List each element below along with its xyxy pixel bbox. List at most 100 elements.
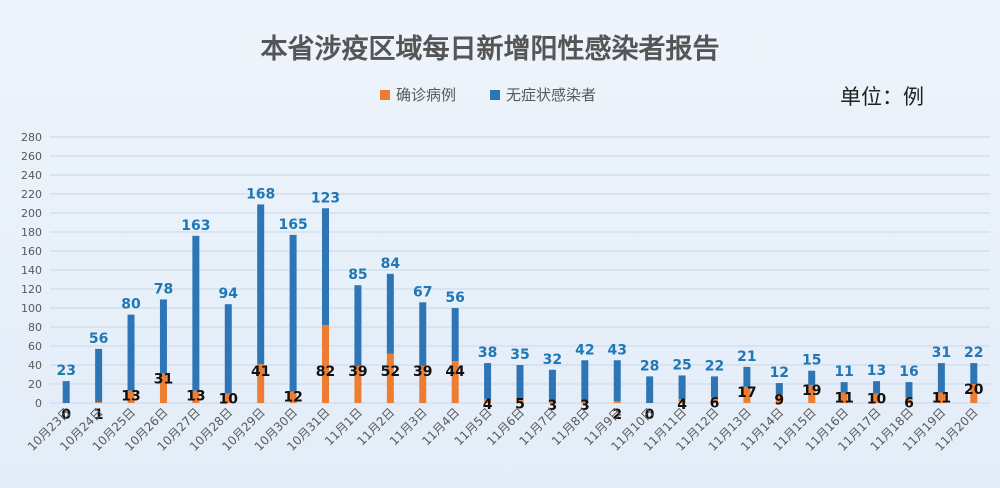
y-tick-label: 40 xyxy=(28,359,42,372)
data-label-asymptomatic: 123 xyxy=(311,190,340,206)
bar-asymptomatic xyxy=(775,383,783,395)
bar-confirmed xyxy=(224,393,232,403)
data-label-asymptomatic: 85 xyxy=(348,267,367,283)
bar-asymptomatic xyxy=(224,304,232,394)
bar-asymptomatic xyxy=(127,314,135,391)
data-label-asymptomatic: 168 xyxy=(246,186,275,202)
data-label-asymptomatic: 165 xyxy=(278,217,307,233)
bar-asymptomatic xyxy=(257,204,265,365)
bar-asymptomatic xyxy=(386,273,394,354)
unit-label: 单位：例 xyxy=(840,85,924,109)
bar-confirmed xyxy=(516,398,524,403)
data-label-confirmed: 82 xyxy=(316,364,335,380)
chart-title: 本省涉疫区域每日新增阳性感染者报告 xyxy=(261,33,720,65)
data-label-asymptomatic: 23 xyxy=(56,363,75,379)
y-tick-label: 180 xyxy=(21,226,42,239)
data-label-asymptomatic: 67 xyxy=(413,284,432,300)
bar-asymptomatic xyxy=(289,234,297,392)
x-axis-ticks: 10月23日10月24日10月25日10月26日10月27日10月28日10月2… xyxy=(25,405,981,453)
data-label-confirmed: 6 xyxy=(904,395,914,411)
legend: 确诊病例 无症状感染者 xyxy=(380,86,596,104)
bar-confirmed xyxy=(95,402,103,403)
bar-confirmed xyxy=(840,392,848,403)
bar-confirmed xyxy=(127,390,135,403)
bar-confirmed xyxy=(873,393,881,403)
bar-confirmed xyxy=(192,390,200,403)
data-label-confirmed: 3 xyxy=(580,398,590,414)
bar-asymptomatic xyxy=(419,302,427,366)
data-label-confirmed: 17 xyxy=(737,385,756,401)
data-label-asymptomatic: 84 xyxy=(381,256,401,272)
data-label-asymptomatic: 56 xyxy=(89,331,108,347)
bar-asymptomatic xyxy=(95,348,103,403)
bar-asymptomatic xyxy=(678,375,686,400)
y-tick-label: 260 xyxy=(21,150,42,163)
y-tick-label: 60 xyxy=(28,340,42,353)
bar-asymptomatic xyxy=(710,376,718,398)
bar-asymptomatic xyxy=(840,382,848,393)
bar-confirmed xyxy=(257,364,265,403)
bar-asymptomatic xyxy=(484,363,492,400)
bar-asymptomatic xyxy=(970,363,978,384)
data-label-confirmed: 20 xyxy=(964,382,984,398)
bar-confirmed xyxy=(548,400,556,403)
data-label-asymptomatic: 31 xyxy=(932,345,951,361)
bar-confirmed xyxy=(581,400,589,403)
data-label-confirmed: 4 xyxy=(677,397,687,413)
y-tick-label: 20 xyxy=(28,378,42,391)
data-label-asymptomatic: 15 xyxy=(802,353,821,369)
bar-asymptomatic xyxy=(937,363,945,393)
data-label-confirmed: 39 xyxy=(413,364,432,380)
bar-confirmed xyxy=(484,399,492,403)
data-label-confirmed: 4 xyxy=(483,397,493,413)
bar-asymptomatic xyxy=(322,208,330,326)
data-label-asymptomatic: 11 xyxy=(834,364,853,380)
data-label-confirmed: 12 xyxy=(283,390,302,406)
data-label-confirmed: 52 xyxy=(381,364,400,380)
data-label-asymptomatic: 13 xyxy=(867,363,886,379)
bars xyxy=(62,204,978,403)
data-label-asymptomatic: 22 xyxy=(964,345,983,361)
data-label-confirmed: 0 xyxy=(61,407,71,423)
data-label-asymptomatic: 21 xyxy=(737,349,756,365)
bar-asymptomatic xyxy=(159,299,167,374)
bar-confirmed xyxy=(808,384,816,403)
bar-confirmed xyxy=(354,365,362,403)
bar-asymptomatic xyxy=(905,382,913,398)
data-label-confirmed: 11 xyxy=(932,391,951,407)
bar-asymptomatic xyxy=(873,381,881,394)
legend-swatch-asymptomatic xyxy=(490,90,500,100)
data-label-asymptomatic: 80 xyxy=(121,297,141,313)
y-tick-label: 140 xyxy=(21,264,42,277)
bar-asymptomatic xyxy=(646,376,654,403)
data-label-confirmed: 44 xyxy=(445,364,465,380)
bar-confirmed xyxy=(775,394,783,403)
data-label-asymptomatic: 43 xyxy=(607,342,626,358)
gridlines xyxy=(50,136,990,404)
y-tick-label: 200 xyxy=(21,207,42,220)
bar-asymptomatic xyxy=(613,360,621,402)
legend-swatch-confirmed xyxy=(380,90,390,100)
data-label-confirmed: 10 xyxy=(219,392,239,408)
data-label-confirmed: 0 xyxy=(645,407,655,423)
data-label-asymptomatic: 16 xyxy=(899,364,918,380)
bar-confirmed xyxy=(289,391,297,403)
data-label-confirmed: 2 xyxy=(612,407,622,423)
data-label-confirmed: 5 xyxy=(515,396,525,412)
data-label-confirmed: 9 xyxy=(774,392,784,408)
bar-asymptomatic xyxy=(192,235,200,391)
data-labels: 2305618013783116313941016841165121238285… xyxy=(56,186,983,423)
y-tick-label: 80 xyxy=(28,321,42,334)
bar-asymptomatic xyxy=(62,381,70,403)
data-label-confirmed: 10 xyxy=(867,392,887,408)
bar-confirmed xyxy=(451,361,459,403)
bar-confirmed xyxy=(937,392,945,403)
bar-confirmed xyxy=(159,373,167,403)
y-axis-ticks: 0 20 40 60 80 100 120 140 160 180 200 220 240 260 280 xyxy=(21,131,42,410)
bar-confirmed xyxy=(743,386,751,403)
data-label-asymptomatic: 35 xyxy=(510,347,529,363)
bar-confirmed xyxy=(386,353,394,403)
data-label-confirmed: 6 xyxy=(710,395,720,411)
data-label-asymptomatic: 32 xyxy=(543,352,562,368)
